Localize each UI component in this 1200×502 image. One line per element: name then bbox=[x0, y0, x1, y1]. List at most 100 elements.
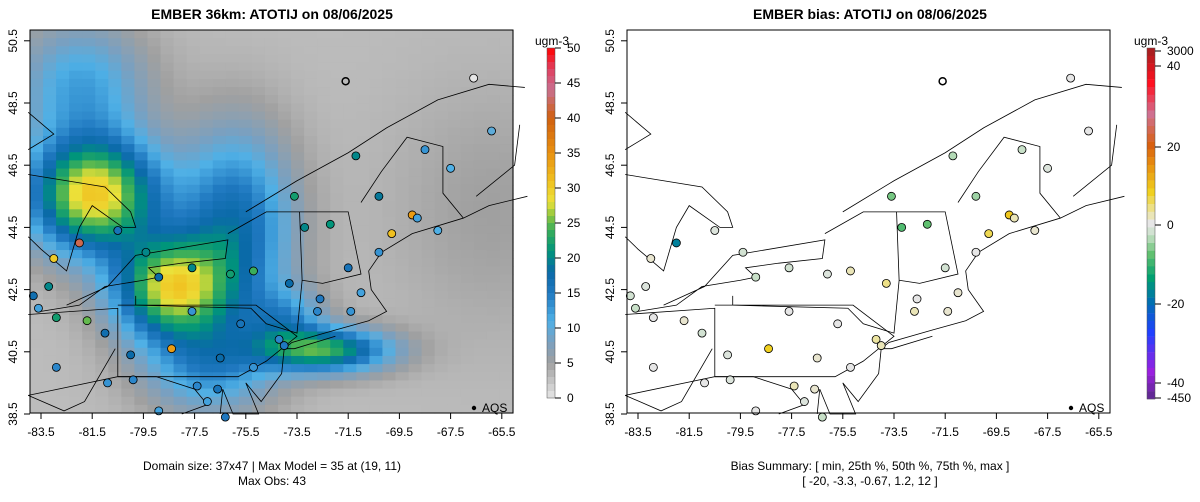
boundary-line bbox=[28, 307, 119, 396]
grid-cell bbox=[408, 298, 423, 308]
grid-cell bbox=[43, 87, 57, 96]
grid-cell bbox=[382, 168, 397, 178]
grid-cell bbox=[291, 307, 305, 316]
colorbar-swatch bbox=[1147, 63, 1155, 72]
grid-cell bbox=[95, 364, 109, 373]
grid-cell bbox=[278, 62, 292, 72]
grid-cell bbox=[147, 38, 162, 47]
station-marker bbox=[823, 269, 832, 279]
grid-cell bbox=[356, 388, 371, 398]
grid-cell bbox=[473, 355, 488, 365]
grid-cell bbox=[408, 388, 423, 398]
grid-cell bbox=[264, 282, 279, 292]
grid-cell bbox=[382, 396, 397, 406]
grid-cell bbox=[434, 152, 449, 161]
station-marker bbox=[215, 353, 225, 363]
grid-cell bbox=[82, 233, 96, 243]
grid-cell bbox=[356, 396, 371, 406]
grid-cell bbox=[108, 282, 122, 292]
grid-cell bbox=[343, 372, 357, 382]
colorbar-swatch bbox=[1147, 282, 1155, 290]
grid-cell bbox=[382, 347, 397, 357]
grid-cell bbox=[147, 70, 162, 80]
grid-cell bbox=[434, 355, 449, 365]
grid-cell bbox=[43, 30, 57, 39]
grid-cell bbox=[95, 62, 109, 72]
grid-cell bbox=[199, 103, 214, 113]
grid-cell bbox=[251, 30, 266, 39]
grid-cell bbox=[160, 323, 175, 333]
grid-cell bbox=[264, 274, 279, 284]
grid-cell bbox=[43, 331, 57, 341]
grid-cell bbox=[108, 38, 122, 47]
grid-cell bbox=[434, 250, 449, 259]
grid-cell bbox=[499, 209, 514, 219]
grid-cell bbox=[408, 168, 423, 178]
grid-cell bbox=[278, 135, 292, 145]
grid-cell bbox=[95, 144, 109, 153]
grid-cell bbox=[95, 380, 109, 390]
station-marker bbox=[817, 412, 827, 422]
grid-cell bbox=[291, 331, 305, 341]
grid-cell bbox=[343, 396, 357, 406]
grid-cell bbox=[56, 404, 70, 414]
grid-cell bbox=[369, 372, 384, 382]
grid-cell bbox=[121, 62, 136, 72]
grid-cell bbox=[264, 307, 279, 316]
grid-cell bbox=[278, 78, 292, 88]
station-marker bbox=[446, 163, 456, 173]
grid-cell bbox=[186, 38, 201, 47]
grid-cell bbox=[95, 119, 109, 129]
grid-cell bbox=[186, 168, 201, 178]
grid-cell bbox=[212, 339, 227, 349]
grid-cell bbox=[56, 135, 70, 145]
grid-cell bbox=[147, 111, 162, 121]
grid-cell bbox=[82, 323, 96, 333]
grid-cell bbox=[356, 111, 371, 121]
grid-cell bbox=[251, 290, 266, 300]
aqs-legend-label: AQS bbox=[482, 401, 507, 415]
grid-cell bbox=[304, 241, 318, 251]
grid-cell bbox=[199, 127, 214, 137]
grid-cell bbox=[395, 119, 410, 129]
colorbar-swatch bbox=[547, 349, 555, 357]
grid-cell bbox=[212, 46, 227, 56]
grid-cell bbox=[356, 209, 371, 219]
colorbar-swatch bbox=[1147, 102, 1155, 111]
grid-cell bbox=[460, 331, 475, 341]
grid-cell bbox=[69, 127, 83, 137]
colorbar-swatch bbox=[547, 132, 555, 140]
colorbar-swatch bbox=[547, 293, 555, 301]
grid-cell bbox=[330, 135, 344, 145]
grid-cell bbox=[356, 54, 371, 64]
grid-cell bbox=[43, 217, 57, 227]
grid-cell bbox=[212, 347, 227, 357]
grid-cell bbox=[291, 266, 305, 276]
grid-cell bbox=[434, 111, 449, 121]
grid-cell bbox=[395, 95, 410, 104]
grid-cell bbox=[212, 225, 227, 235]
grid-cell bbox=[199, 298, 214, 308]
grid-cell bbox=[108, 62, 122, 72]
y-tick-label: 38.5 bbox=[603, 402, 617, 426]
grid-cell bbox=[251, 135, 266, 145]
grid-cell bbox=[69, 95, 83, 104]
colorbar-swatch bbox=[547, 391, 555, 399]
grid-cell bbox=[186, 233, 201, 243]
grid-cell bbox=[134, 62, 149, 72]
grid-cell bbox=[447, 282, 462, 292]
grid-cell bbox=[278, 282, 292, 292]
grid-cell bbox=[395, 144, 410, 153]
grid-cell bbox=[199, 225, 214, 235]
grid-cell bbox=[30, 201, 44, 210]
station-marker bbox=[374, 191, 384, 201]
grid-cell bbox=[434, 241, 449, 251]
grid-cell bbox=[108, 298, 122, 308]
grid-cell bbox=[408, 46, 423, 56]
grid-cell bbox=[304, 87, 318, 96]
grid-cell bbox=[264, 70, 279, 80]
grid-cell bbox=[43, 38, 57, 47]
grid-cell bbox=[356, 152, 371, 161]
grid-cell bbox=[212, 209, 227, 219]
